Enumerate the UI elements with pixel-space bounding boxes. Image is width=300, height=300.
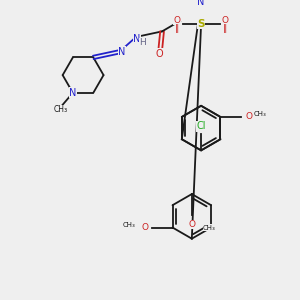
- Text: S: S: [197, 19, 205, 29]
- Text: O: O: [155, 49, 163, 59]
- Text: O: O: [173, 16, 180, 25]
- Text: CH₃: CH₃: [203, 224, 216, 230]
- Text: N: N: [133, 34, 141, 44]
- Text: O: O: [141, 223, 148, 232]
- Text: N: N: [118, 47, 126, 57]
- Text: ‖: ‖: [223, 24, 227, 33]
- Text: CH₃: CH₃: [54, 105, 68, 114]
- Text: O: O: [222, 16, 229, 25]
- Text: H: H: [139, 38, 146, 47]
- Text: N: N: [197, 0, 205, 7]
- Text: N: N: [69, 88, 76, 98]
- Text: Cl: Cl: [196, 121, 206, 131]
- Text: O: O: [245, 112, 253, 122]
- Text: O: O: [188, 220, 195, 229]
- Text: CH₃: CH₃: [254, 111, 267, 117]
- Text: CH₃: CH₃: [123, 222, 135, 228]
- Text: ‖: ‖: [175, 24, 179, 33]
